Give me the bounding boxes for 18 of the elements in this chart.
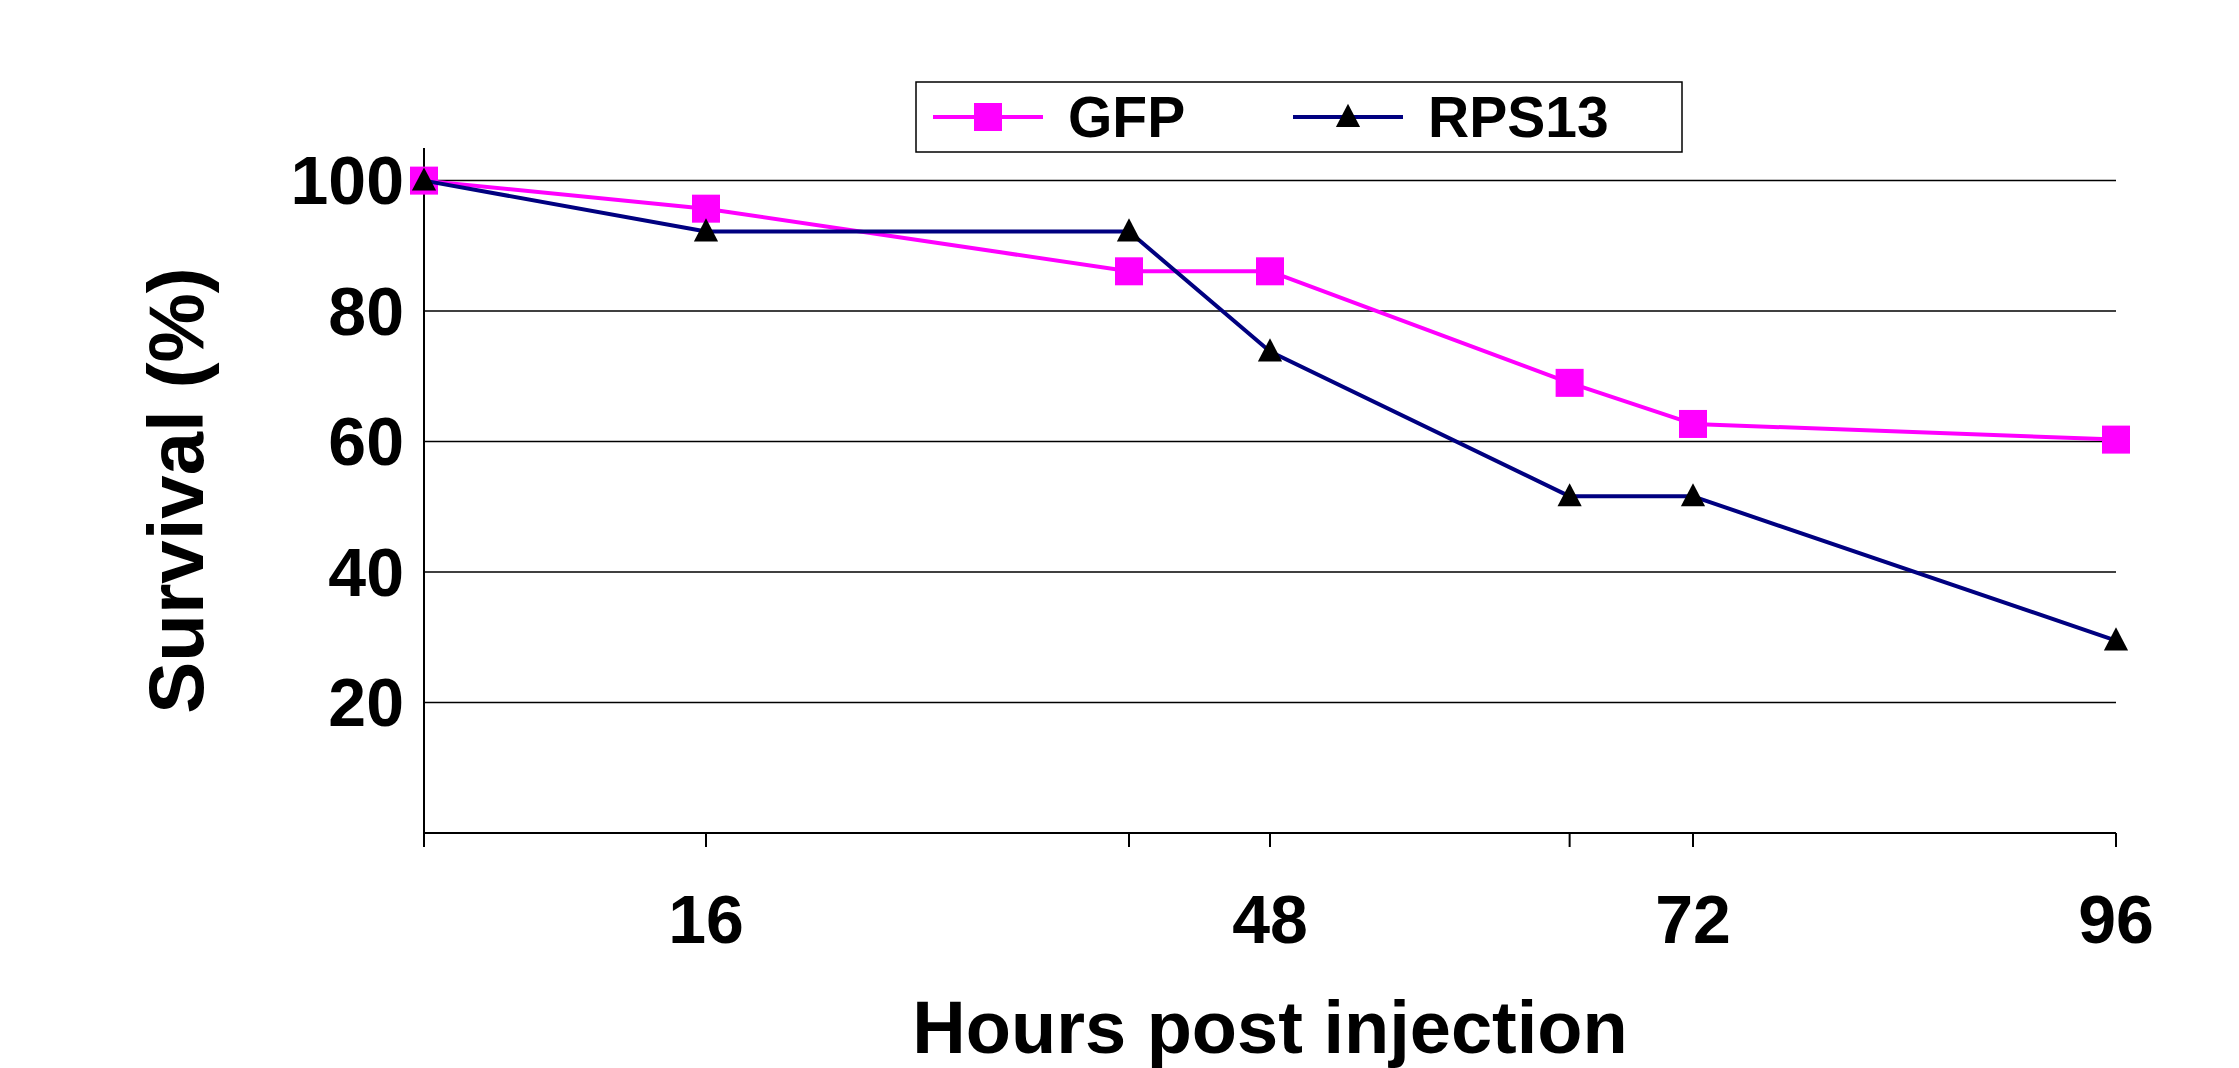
x-tick-label: 96 — [2078, 881, 2154, 957]
y-tick-label: 100 — [290, 142, 404, 219]
legend-label: GFP — [1068, 84, 1186, 149]
y-tick-label: 80 — [328, 272, 404, 349]
point — [1256, 257, 1284, 286]
point — [692, 194, 720, 223]
x-tick-label: 16 — [668, 881, 744, 957]
y-axis-title: Survival (%) — [132, 267, 220, 714]
point — [1555, 368, 1584, 397]
y-tick-label: 20 — [328, 664, 404, 741]
y-tick-label: 40 — [328, 533, 404, 610]
y-tick-label: 60 — [328, 403, 404, 480]
point — [2102, 425, 2130, 454]
legend-label: RPS13 — [1428, 84, 1609, 149]
x-tick-label: 48 — [1232, 881, 1308, 957]
x-tick-label: 72 — [1655, 881, 1731, 957]
point — [1115, 257, 1143, 286]
point — [1679, 409, 1707, 438]
